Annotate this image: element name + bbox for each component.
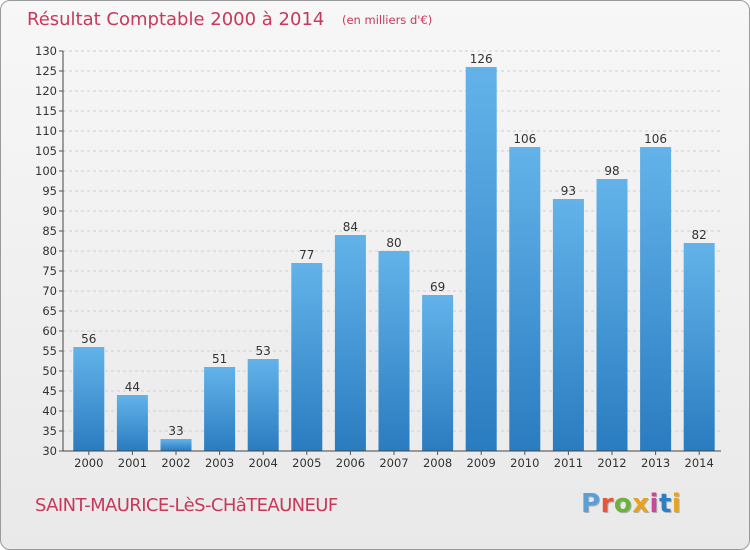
data-label: 106: [644, 132, 667, 146]
bar-2008: [422, 295, 454, 451]
y-tick-label: 120: [35, 84, 57, 98]
y-tick-label: 115: [35, 104, 57, 118]
bar-2003: [204, 367, 236, 451]
bar-2004: [247, 359, 279, 451]
bar-2001: [116, 395, 148, 451]
data-label: 84: [343, 220, 358, 234]
y-tick-label: 75: [42, 264, 57, 278]
data-label: 80: [386, 236, 401, 250]
data-label: 51: [212, 352, 227, 366]
chart-title: Résultat Comptable 2000 à 2014: [27, 9, 325, 30]
y-tick-label: 35: [42, 424, 57, 438]
logo-letter: i: [671, 489, 682, 519]
bars: [73, 67, 715, 451]
x-tick-label: 2009: [467, 456, 496, 470]
logo-letter: x: [632, 489, 650, 519]
y-tick-label: 60: [42, 324, 57, 338]
y-tick-label: 40: [42, 404, 57, 418]
bar-2009: [465, 67, 497, 451]
logo-letter: o: [613, 489, 633, 519]
data-label: 77: [299, 248, 314, 262]
bar-2002: [160, 439, 192, 451]
x-tick-label: 2014: [685, 456, 714, 470]
y-tick-label: 45: [42, 384, 57, 398]
x-tick-label: 2005: [292, 456, 321, 470]
x-tick-label: 2000: [74, 456, 103, 470]
y-tick-label: 55: [42, 344, 57, 358]
x-tick-label: 2008: [423, 456, 452, 470]
y-tick-label: 110: [35, 124, 57, 138]
x-tick-label: 2004: [249, 456, 278, 470]
data-label: 82: [692, 228, 707, 242]
bar-2010: [509, 147, 541, 451]
bar-2007: [378, 251, 410, 451]
x-tick-label: 2012: [597, 456, 626, 470]
data-label: 93: [561, 184, 576, 198]
chart-subtitle: (en milliers d'€): [342, 13, 433, 27]
data-label: 98: [604, 164, 619, 178]
logo-letter: P: [581, 489, 601, 519]
y-tick-label: 100: [35, 164, 57, 178]
bar-2000: [73, 347, 105, 451]
y-tick-label: 30: [42, 444, 57, 458]
logo-letter: t: [658, 489, 672, 519]
x-tick-label: 2007: [379, 456, 408, 470]
y-tick-label: 130: [35, 44, 57, 58]
y-tick-label: 80: [42, 244, 57, 258]
data-label: 44: [125, 380, 140, 394]
logo-letter: r: [600, 489, 614, 519]
data-label: 56: [81, 332, 96, 346]
x-tick-label: 2013: [641, 456, 670, 470]
x-tick-label: 2011: [554, 456, 583, 470]
y-tick-label: 105: [35, 144, 57, 158]
x-tick-label: 2003: [205, 456, 234, 470]
axes: [59, 50, 721, 455]
labels: 30 35 40 45 50 55 60 65 70 75 80 85 90 95 100 105 110 115…: [35, 44, 714, 470]
data-label: 69: [430, 280, 445, 294]
bar-2014: [683, 243, 715, 451]
commune-name: SAINT-MAURICE-LèS-CHâTEAUNEUF: [35, 495, 338, 516]
x-tick-label: 2001: [118, 456, 147, 470]
y-tick-label: 95: [42, 184, 57, 198]
data-label: 33: [168, 424, 183, 438]
logo-letter: i: [649, 489, 659, 519]
data-label: 53: [256, 344, 271, 358]
data-label: 126: [470, 52, 493, 66]
bar-2012: [596, 179, 628, 451]
bar-2011: [552, 199, 584, 451]
bar-2013: [640, 147, 672, 451]
x-tick-label: 2006: [336, 456, 365, 470]
y-tick-label: 70: [42, 284, 57, 298]
y-tick-label: 65: [42, 304, 57, 318]
y-tick-label: 50: [42, 364, 57, 378]
y-tick-label: 85: [42, 224, 57, 238]
bar-2005: [291, 263, 323, 451]
bar-2006: [334, 235, 366, 451]
proxiti-logo: Proxiti: [581, 489, 681, 519]
x-tick-label: 2002: [161, 456, 190, 470]
y-tick-label: 125: [35, 64, 57, 78]
data-label: 106: [513, 132, 536, 146]
y-tick-label: 90: [42, 204, 57, 218]
x-tick-label: 2010: [510, 456, 539, 470]
